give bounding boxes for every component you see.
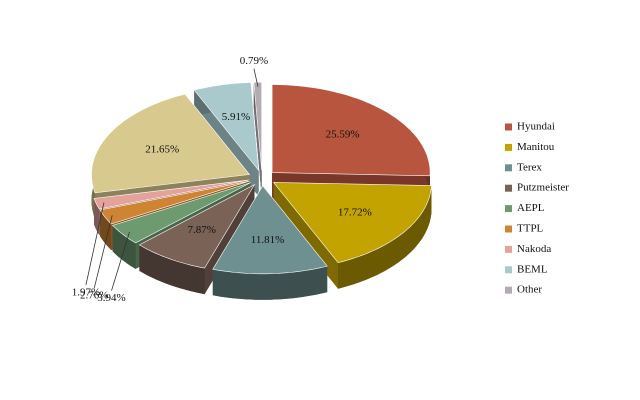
leader-line — [93, 215, 113, 289]
legend-label: BEML — [517, 263, 548, 275]
legend-swatch — [505, 205, 512, 213]
legend-label: Nakoda — [517, 243, 551, 255]
legend-label: Manitou — [517, 141, 555, 153]
legend-swatch — [505, 143, 512, 151]
slice — [272, 182, 432, 289]
legend-swatch — [505, 225, 512, 233]
slice-side — [338, 185, 432, 289]
data-label: 5.91% — [222, 111, 250, 123]
slice-top — [271, 84, 431, 177]
slice-side — [94, 198, 100, 235]
legend-swatch — [505, 266, 512, 274]
data-label: 25.59% — [326, 128, 360, 140]
slice-top — [91, 93, 251, 194]
slice — [138, 183, 256, 295]
legend-swatch — [505, 245, 512, 253]
data-label: 2.76% — [80, 290, 108, 302]
slice-side — [100, 210, 112, 250]
leader-line — [253, 68, 259, 87]
slice-top — [93, 179, 249, 210]
slice-top — [193, 82, 260, 172]
legend-swatch — [505, 286, 512, 294]
slice-side — [212, 266, 328, 300]
data-label: 17.72% — [338, 206, 372, 218]
legend-label: Putzmeister — [517, 182, 569, 194]
leader-line — [85, 202, 105, 286]
slice-side — [139, 244, 205, 295]
data-label: 7.87% — [188, 224, 216, 236]
slice — [253, 81, 262, 197]
legend-label: TTPL — [517, 223, 544, 235]
legend-swatch — [505, 164, 512, 172]
slice-top — [212, 185, 328, 275]
legend-swatch — [505, 123, 512, 131]
leader-line — [111, 231, 130, 291]
data-label: 21.65% — [145, 143, 179, 155]
slice-wall — [253, 82, 262, 197]
slice-top — [272, 182, 432, 264]
legend-label: Terex — [517, 161, 542, 173]
slice-top — [112, 182, 251, 244]
legend-label: Other — [517, 284, 542, 296]
data-label: 11.81% — [251, 234, 285, 246]
data-label: 1.97% — [72, 286, 100, 298]
slice — [212, 185, 328, 300]
data-label: 0.79% — [240, 55, 268, 67]
legend-swatch — [505, 184, 512, 192]
legend-label: Hyundai — [517, 121, 555, 133]
data-label: 3.94% — [97, 292, 125, 304]
slice-side — [112, 225, 136, 269]
slice-top — [253, 81, 262, 171]
legend-label: AEPL — [517, 202, 545, 214]
slice-top — [138, 183, 256, 269]
